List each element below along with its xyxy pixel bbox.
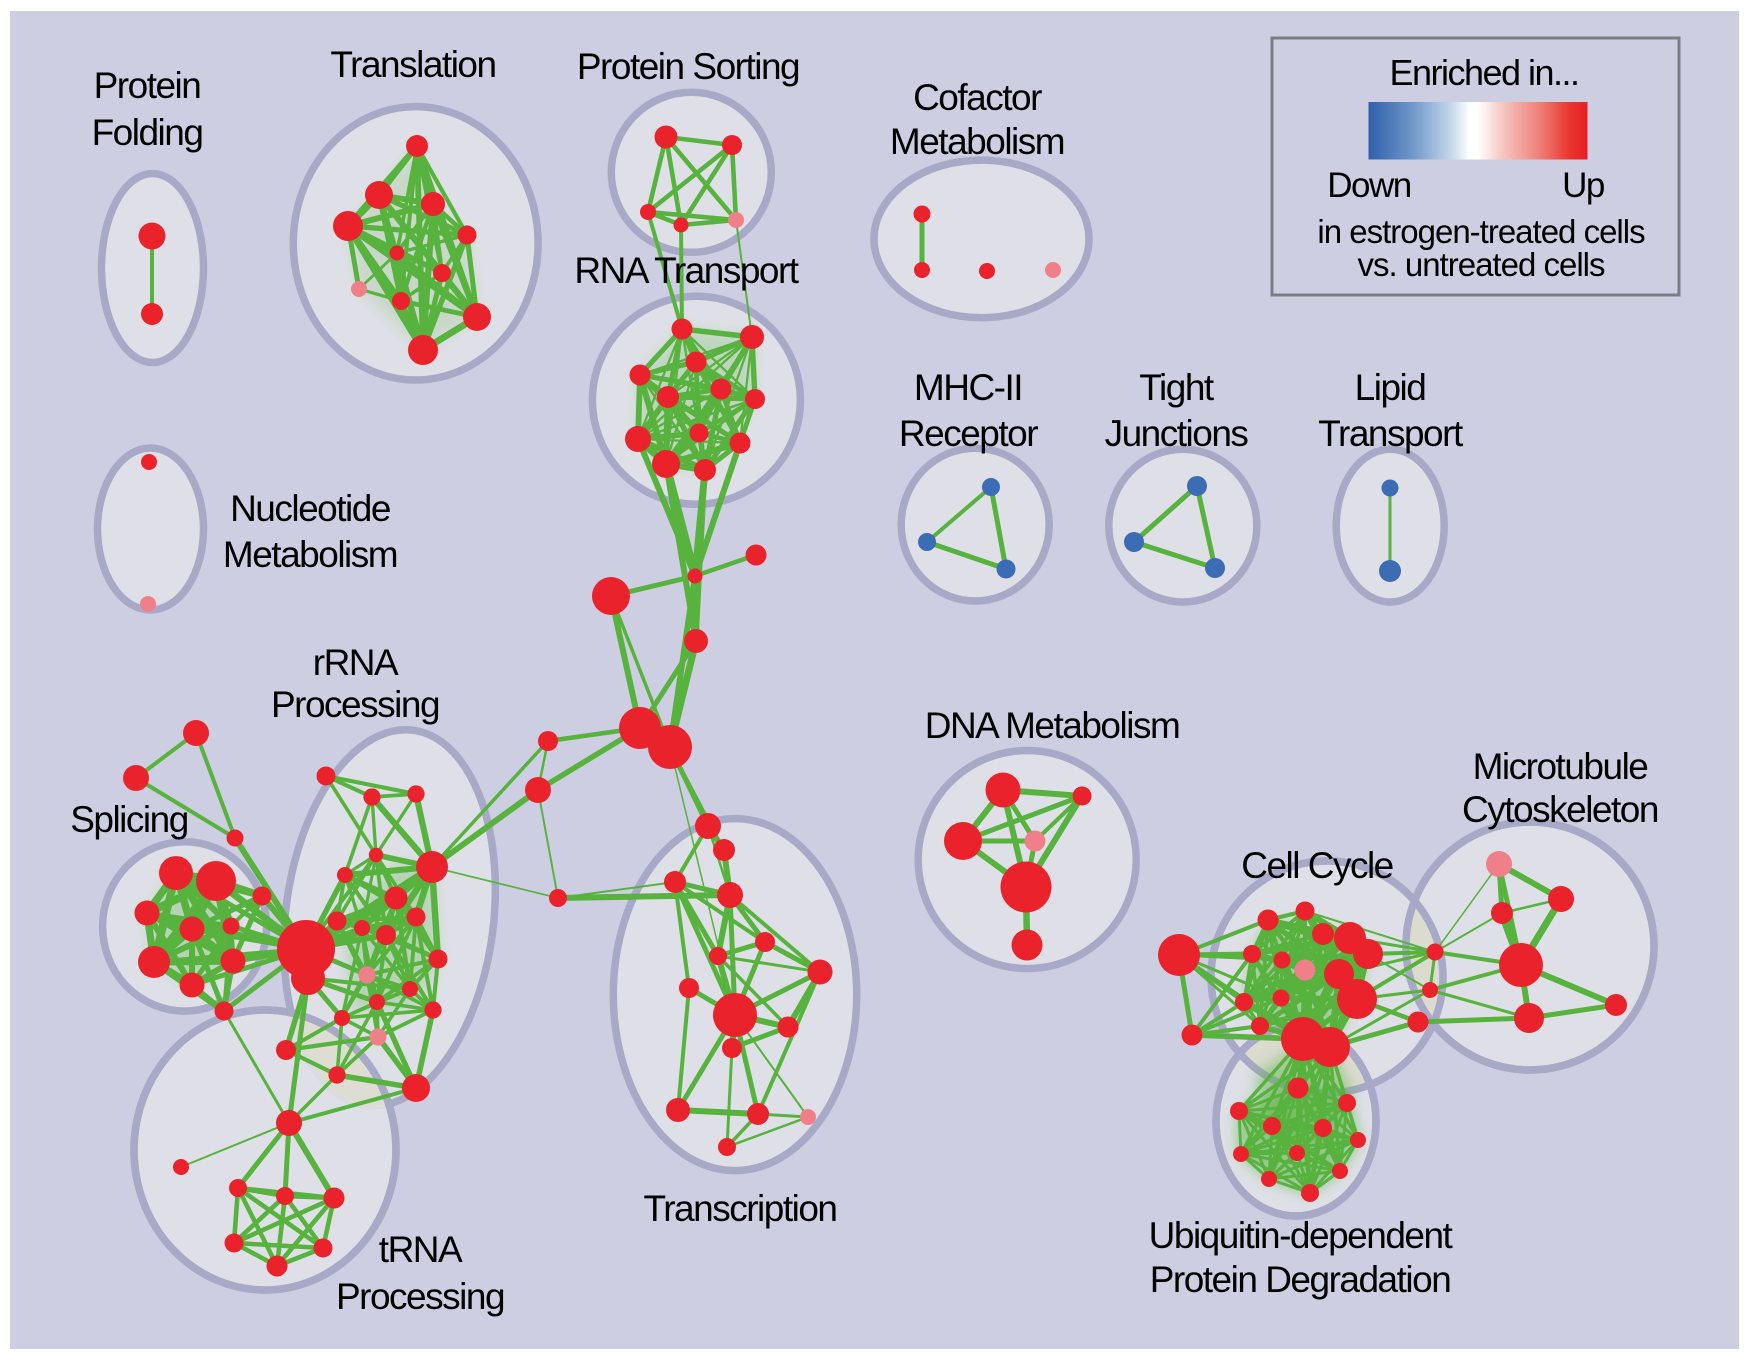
- svg-text:DNA Metabolism: DNA Metabolism: [925, 705, 1180, 746]
- svg-text:Processing: Processing: [271, 684, 439, 725]
- svg-text:RNA Transport: RNA Transport: [574, 250, 799, 291]
- svg-text:tRNA: tRNA: [379, 1229, 463, 1270]
- svg-text:vs. untreated cells: vs. untreated cells: [1358, 246, 1605, 283]
- svg-text:Up: Up: [1562, 166, 1604, 205]
- svg-text:MHC-II: MHC-II: [914, 367, 1022, 408]
- svg-text:Splicing: Splicing: [70, 799, 188, 840]
- svg-text:Down: Down: [1327, 166, 1411, 205]
- svg-text:Transcription: Transcription: [644, 1188, 837, 1229]
- svg-text:Transport: Transport: [1318, 413, 1464, 454]
- svg-text:Junctions: Junctions: [1105, 413, 1249, 454]
- svg-text:Metabolism: Metabolism: [890, 121, 1064, 162]
- svg-text:Protein: Protein: [94, 65, 201, 106]
- svg-text:Lipid: Lipid: [1355, 367, 1426, 408]
- svg-text:Translation: Translation: [330, 44, 495, 85]
- svg-text:Metabolism: Metabolism: [223, 534, 397, 575]
- svg-text:Cell Cycle: Cell Cycle: [1241, 845, 1393, 886]
- svg-text:Protein Degradation: Protein Degradation: [1150, 1259, 1451, 1300]
- svg-text:Receptor: Receptor: [899, 413, 1038, 454]
- svg-text:Microtubule: Microtubule: [1473, 746, 1648, 787]
- svg-text:Ubiquitin-dependent: Ubiquitin-dependent: [1149, 1215, 1454, 1256]
- svg-text:Folding: Folding: [92, 112, 203, 153]
- svg-text:Cytoskeleton: Cytoskeleton: [1462, 789, 1658, 830]
- svg-text:rRNA: rRNA: [313, 642, 399, 683]
- svg-text:Processing: Processing: [336, 1276, 504, 1317]
- svg-text:in estrogen-treated cells: in estrogen-treated cells: [1317, 213, 1645, 250]
- svg-text:Nucleotide: Nucleotide: [230, 488, 390, 529]
- svg-text:Protein Sorting: Protein Sorting: [577, 46, 799, 87]
- svg-text:Tight: Tight: [1139, 367, 1215, 408]
- svg-text:Enriched in...: Enriched in...: [1389, 52, 1578, 93]
- svg-text:Cofactor: Cofactor: [913, 77, 1042, 118]
